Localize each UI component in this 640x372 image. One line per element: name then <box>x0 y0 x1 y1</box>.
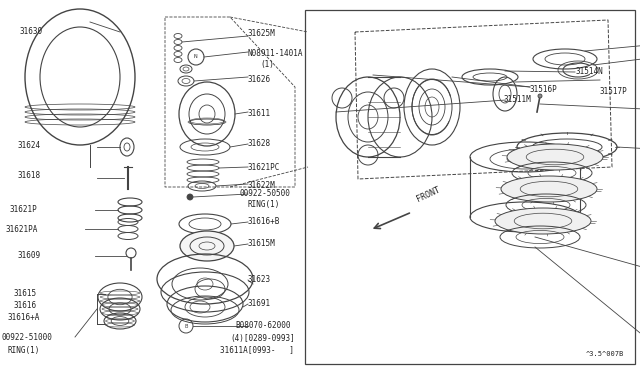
Text: 31628: 31628 <box>248 140 271 148</box>
Text: 31621PC: 31621PC <box>248 163 280 171</box>
Text: 31609: 31609 <box>18 250 41 260</box>
Text: RING(1): RING(1) <box>248 199 280 208</box>
Text: 31622M: 31622M <box>248 182 276 190</box>
Text: 31615: 31615 <box>14 289 37 298</box>
Text: B: B <box>184 324 188 328</box>
Text: 31618: 31618 <box>18 171 41 180</box>
Ellipse shape <box>501 176 597 202</box>
Text: 31623: 31623 <box>248 276 271 285</box>
Text: FRONT: FRONT <box>415 185 442 204</box>
Text: 31517P: 31517P <box>600 87 628 96</box>
Text: 31625M: 31625M <box>248 29 276 38</box>
Text: 31691: 31691 <box>248 299 271 308</box>
Text: 31611: 31611 <box>248 109 271 119</box>
Ellipse shape <box>495 208 591 234</box>
Circle shape <box>538 94 542 98</box>
Text: 31630: 31630 <box>20 26 43 35</box>
Bar <box>305 10 635 364</box>
Text: 31611A[0993-   ]: 31611A[0993- ] <box>220 346 294 355</box>
Text: 00922-51000: 00922-51000 <box>2 334 53 343</box>
Text: RING(1): RING(1) <box>8 346 40 355</box>
Text: 31615M: 31615M <box>248 240 276 248</box>
Text: 31624: 31624 <box>18 141 41 150</box>
Text: 00922-50500: 00922-50500 <box>240 189 291 199</box>
Circle shape <box>187 194 193 200</box>
Text: 31511M: 31511M <box>503 96 531 105</box>
Text: N08911-1401A: N08911-1401A <box>248 49 303 58</box>
Text: 31626: 31626 <box>248 74 271 83</box>
Text: 31616+A: 31616+A <box>7 312 40 321</box>
Text: 31616: 31616 <box>14 301 37 310</box>
Text: 31514N: 31514N <box>575 67 603 77</box>
Text: 31516P: 31516P <box>530 86 557 94</box>
Text: 31616+B: 31616+B <box>248 218 280 227</box>
Text: (4)[0289-0993]: (4)[0289-0993] <box>230 334 295 343</box>
Ellipse shape <box>180 231 234 261</box>
Text: (1): (1) <box>260 61 274 70</box>
Text: N: N <box>194 55 198 60</box>
Text: B08070-62000: B08070-62000 <box>235 321 291 330</box>
Ellipse shape <box>507 144 603 170</box>
Text: 31621P: 31621P <box>10 205 38 214</box>
Text: 31621PA: 31621PA <box>5 224 37 234</box>
Text: ^3.5^007B: ^3.5^007B <box>586 351 624 357</box>
